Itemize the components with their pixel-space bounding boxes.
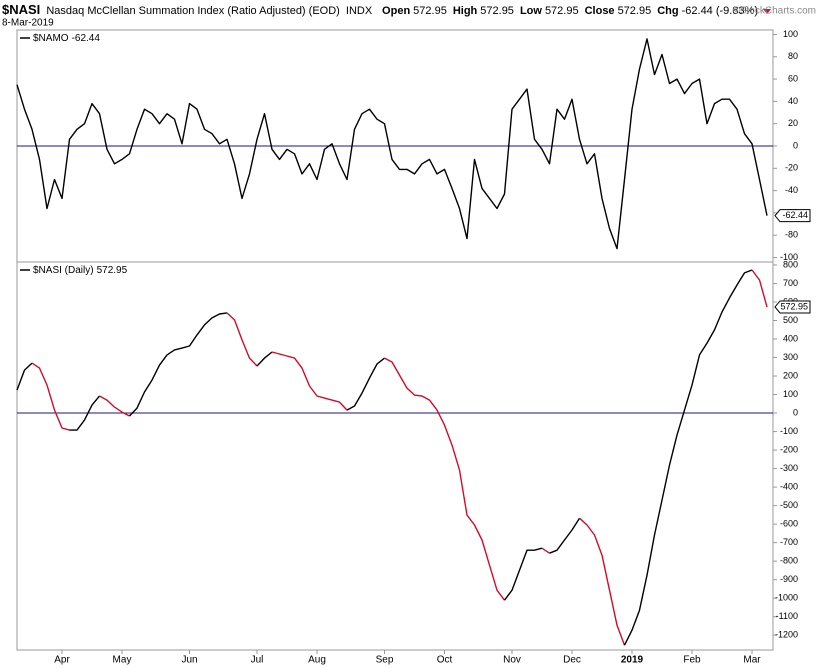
x-tick-label: Nov bbox=[503, 655, 521, 666]
date: 8-Mar-2019 bbox=[2, 18, 54, 29]
quote-label: Open bbox=[382, 5, 410, 17]
y-tick-label: 0 bbox=[793, 140, 798, 150]
y-tick-label: 300 bbox=[783, 352, 798, 362]
y-tick-label: -200 bbox=[780, 444, 798, 454]
legend-value: 572.95 bbox=[97, 265, 128, 276]
y-tick-label: 20 bbox=[788, 118, 798, 128]
exchange: INDX bbox=[346, 5, 373, 17]
line bbox=[346, 357, 385, 411]
y-tick-label: 100 bbox=[783, 29, 798, 39]
chart-subtitle: Nasdaq McClellan Summation Index (Ratio … bbox=[46, 5, 339, 17]
line bbox=[751, 269, 768, 308]
line bbox=[623, 269, 753, 646]
last-value-box bbox=[774, 209, 811, 223]
quote-label: High bbox=[453, 5, 478, 17]
legend-name: $NASI (Daily) bbox=[33, 265, 94, 276]
last-value-box bbox=[774, 300, 811, 314]
quote-value: 572.95 bbox=[618, 5, 652, 17]
last-value-label: 572.95 bbox=[780, 301, 808, 311]
watermark: ©StockCharts.com bbox=[732, 6, 816, 17]
line bbox=[69, 395, 101, 431]
x-tick-label: Jun bbox=[181, 655, 197, 666]
y-tick-label: -800 bbox=[780, 556, 798, 566]
line bbox=[226, 312, 258, 367]
line bbox=[256, 351, 273, 367]
y-tick-label: 700 bbox=[783, 278, 798, 288]
quote-value: -62.44 bbox=[682, 5, 713, 17]
y-tick-label: 60 bbox=[788, 73, 798, 83]
x-tick-label: May bbox=[113, 655, 132, 666]
y-tick-label: 80 bbox=[788, 51, 798, 61]
x-tick-label: Aug bbox=[308, 655, 326, 666]
panel-frame bbox=[16, 261, 774, 651]
y-tick-label: 800 bbox=[783, 259, 798, 269]
y-tick-label: 400 bbox=[783, 333, 798, 343]
x-tick-label: Oct bbox=[437, 655, 453, 666]
quote-value: 572.95 bbox=[545, 5, 579, 17]
y-tick-label: -700 bbox=[780, 537, 798, 547]
y-tick-label: -300 bbox=[780, 463, 798, 473]
legend-entry: $NASI (Daily) 572.95 bbox=[33, 265, 128, 276]
y-tick-label: 0 bbox=[793, 407, 798, 417]
y-tick-label: -1100 bbox=[776, 611, 798, 621]
y-tick-label: -500 bbox=[780, 500, 798, 510]
quote: Open 572.95 High 572.95 Low 572.95 Close 572.95… bbox=[382, 5, 758, 17]
line bbox=[16, 362, 33, 391]
x-tick-label: Mar bbox=[743, 655, 761, 666]
change-pct: (-9.83%) bbox=[716, 5, 758, 17]
line bbox=[271, 351, 348, 411]
quote-label: Close bbox=[585, 5, 615, 17]
line bbox=[541, 547, 550, 554]
quote-label: Low bbox=[520, 5, 542, 17]
y-tick-label: -1200 bbox=[775, 630, 798, 640]
line bbox=[384, 357, 506, 601]
legend-value: -62.44 bbox=[72, 33, 101, 44]
quote-value: 572.95 bbox=[413, 5, 447, 17]
y-tick-label: -100 bbox=[780, 252, 798, 262]
x-tick-label: Dec bbox=[563, 655, 581, 666]
legend-name: $NAMO bbox=[33, 33, 69, 44]
y-tick-label: -80 bbox=[785, 230, 798, 240]
y-tick-label: -400 bbox=[780, 481, 798, 491]
y-tick-label: 100 bbox=[783, 389, 798, 399]
line bbox=[31, 362, 70, 431]
chart-header: $NASI Nasdaq McClellan Summation Index (… bbox=[2, 2, 373, 17]
y-tick-label: -600 bbox=[780, 518, 798, 528]
line bbox=[549, 517, 581, 554]
y-tick-label: 200 bbox=[783, 370, 798, 380]
y-tick-label: -100 bbox=[780, 426, 798, 436]
y-tick-label: 500 bbox=[783, 315, 798, 325]
line bbox=[579, 517, 626, 646]
quote-label: Chg bbox=[657, 5, 678, 17]
chart-title: $NASI bbox=[2, 2, 40, 17]
line bbox=[99, 395, 130, 417]
legend-entry: $NAMO -62.44 bbox=[33, 33, 100, 44]
line bbox=[503, 547, 543, 601]
x-tick-label: 2019 bbox=[621, 655, 644, 666]
last-value-label: -62.44 bbox=[782, 210, 808, 220]
y-tick-label: -20 bbox=[785, 163, 798, 173]
line bbox=[16, 38, 768, 250]
line bbox=[128, 312, 228, 417]
x-tick-label: Feb bbox=[683, 655, 701, 666]
y-tick-label: -1000 bbox=[775, 593, 798, 603]
y-tick-label: -900 bbox=[780, 574, 798, 584]
y-tick-label: -40 bbox=[785, 185, 798, 195]
quote-value: 572.95 bbox=[480, 5, 514, 17]
x-tick-label: Apr bbox=[54, 655, 70, 666]
down-arrow bbox=[763, 9, 771, 14]
y-tick-label: 40 bbox=[788, 96, 798, 106]
x-tick-label: Jul bbox=[251, 655, 264, 666]
x-tick-label: Sep bbox=[376, 655, 394, 666]
